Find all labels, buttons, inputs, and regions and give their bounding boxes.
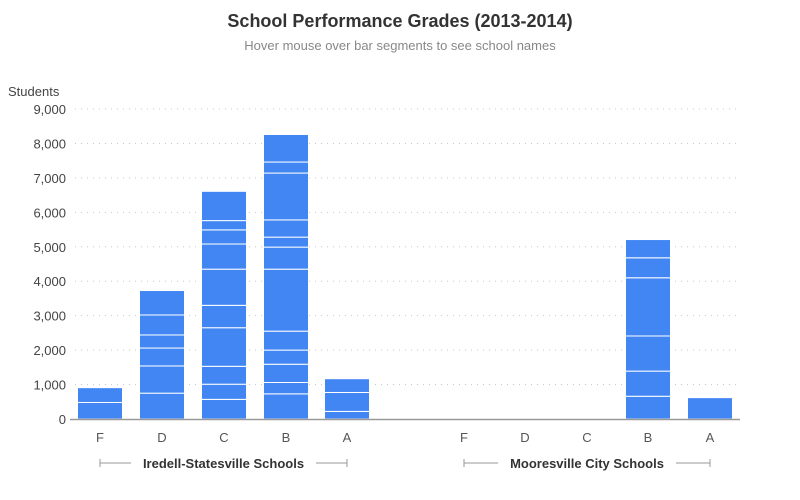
bar-segment[interactable]: [77, 401, 123, 420]
bar-segment[interactable]: [625, 370, 671, 397]
bar-segment[interactable]: [139, 334, 185, 349]
x-tick-label: F: [96, 430, 104, 445]
bar-segment[interactable]: [139, 347, 185, 367]
bar-segment[interactable]: [625, 395, 671, 420]
y-tick-label: 8,000: [33, 136, 66, 151]
x-tick-label: D: [520, 430, 529, 445]
bar-segment[interactable]: [263, 246, 309, 270]
group-bracket: [99, 459, 348, 467]
y-tick-label: 9,000: [33, 102, 66, 117]
gridlines: 0 1,000 2,000 3,000 4,000 5,000 6,000 7,000 8,00…: [33, 102, 740, 427]
bar-segment[interactable]: [263, 363, 309, 383]
chart-title: School Performance Grades (2013-2014): [227, 11, 572, 31]
y-axis-label: Students: [8, 84, 60, 99]
bar-segment[interactable]: [263, 219, 309, 238]
x-tick-label: B: [282, 430, 291, 445]
bar-segment[interactable]: [139, 365, 185, 394]
bar-segment[interactable]: [625, 335, 671, 372]
bar-segment[interactable]: [201, 268, 247, 306]
bar-segment[interactable]: [139, 392, 185, 420]
bar-segment[interactable]: [263, 172, 309, 221]
bar-segment[interactable]: [263, 268, 309, 332]
bar-segment[interactable]: [324, 410, 370, 420]
bar-segment[interactable]: [139, 290, 185, 316]
y-tick-label: 1,000: [33, 378, 66, 393]
bar-segment[interactable]: [263, 381, 309, 395]
y-tick-label: 5,000: [33, 240, 66, 255]
bar-segment[interactable]: [201, 220, 247, 231]
bar-segment[interactable]: [201, 304, 247, 329]
bar-segment[interactable]: [201, 243, 247, 270]
bar-segment[interactable]: [201, 383, 247, 400]
bar-segment[interactable]: [324, 391, 370, 412]
x-axis: F D C B A Iredell-Statesville Schools F D C B A Moo…: [70, 418, 740, 471]
bar-segment[interactable]: [687, 397, 733, 420]
bar-segment[interactable]: [324, 378, 370, 393]
bar-segment[interactable]: [263, 133, 309, 163]
bar-segment[interactable]: [263, 393, 309, 420]
bar-segment[interactable]: [77, 387, 123, 403]
group-bracket: [463, 459, 711, 467]
bar-segment[interactable]: [625, 277, 671, 337]
y-tick-label: 3,000: [33, 309, 66, 324]
bar-segment[interactable]: [263, 236, 309, 248]
chart-subtitle: Hover mouse over bar segments to see sch…: [244, 38, 556, 53]
group-label: Mooresville City Schools: [510, 456, 664, 471]
x-tick-label: A: [343, 430, 352, 445]
y-tick-label: 6,000: [33, 205, 66, 220]
x-tick-label: A: [706, 430, 715, 445]
bar-segment[interactable]: [625, 239, 671, 259]
x-tick-label: C: [582, 430, 591, 445]
x-tick-label: C: [219, 430, 228, 445]
y-tick-label: 7,000: [33, 171, 66, 186]
y-tick-label: 0: [59, 412, 66, 427]
x-tick-label: F: [460, 430, 468, 445]
x-tick-label: B: [644, 430, 653, 445]
bar-segment[interactable]: [263, 330, 309, 351]
bar-segment[interactable]: [263, 349, 309, 365]
x-tick-label: D: [157, 430, 166, 445]
bar-segment[interactable]: [263, 161, 309, 174]
bars: [77, 133, 733, 420]
bar-segment[interactable]: [139, 314, 185, 336]
bar-segment[interactable]: [625, 257, 671, 279]
y-tick-label: 2,000: [33, 343, 66, 358]
bar-segment[interactable]: [201, 190, 247, 222]
bar-segment[interactable]: [201, 365, 247, 385]
bar-segment[interactable]: [201, 398, 247, 420]
group-label: Iredell-Statesville Schools: [143, 456, 304, 471]
bar-segment[interactable]: [201, 229, 247, 245]
y-tick-label: 4,000: [33, 274, 66, 289]
bar-segment[interactable]: [201, 327, 247, 367]
